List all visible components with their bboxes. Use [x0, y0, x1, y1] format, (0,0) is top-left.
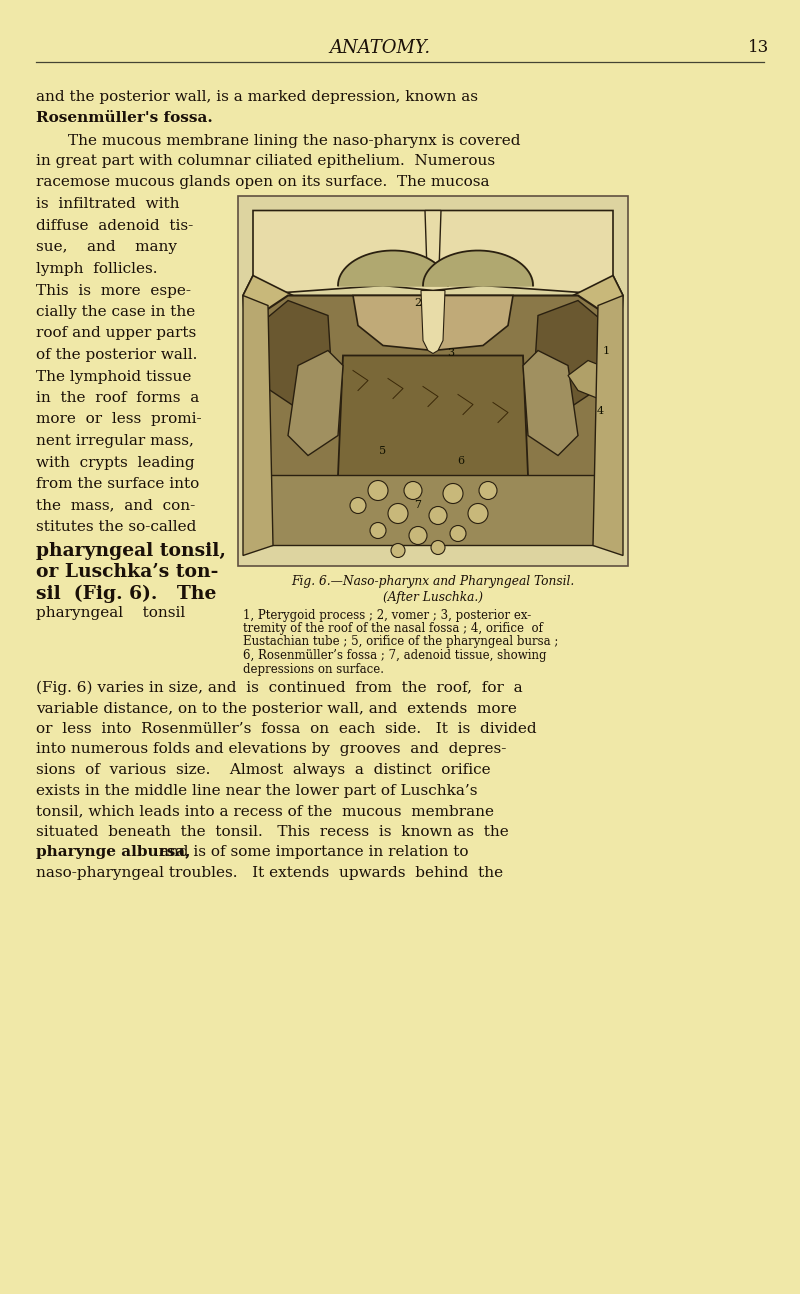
- Polygon shape: [253, 295, 613, 536]
- Text: in great part with columnar ciliated epithelium.  Numerous: in great part with columnar ciliated epi…: [36, 154, 495, 168]
- Circle shape: [350, 497, 366, 514]
- Text: the  mass,  and  con-: the mass, and con-: [36, 498, 195, 512]
- Text: 3: 3: [447, 348, 454, 358]
- Circle shape: [391, 543, 405, 558]
- Text: exists in the middle line near the lower part of Luschka’s: exists in the middle line near the lower…: [36, 783, 478, 797]
- Text: (Fig. 6) varies in size, and  is  continued  from  the  roof,  for  a: (Fig. 6) varies in size, and is continue…: [36, 681, 522, 695]
- Text: 1, Pterygoid process ; 2, vomer ; 3, posterior ex-: 1, Pterygoid process ; 2, vomer ; 3, pos…: [243, 608, 531, 621]
- Text: cially the case in the: cially the case in the: [36, 305, 195, 320]
- Polygon shape: [533, 300, 608, 405]
- Text: 6: 6: [458, 455, 465, 466]
- Text: and the posterior wall, is a marked depression, known as: and the posterior wall, is a marked depr…: [36, 91, 478, 104]
- Polygon shape: [425, 211, 441, 286]
- Text: nent irregular mass,: nent irregular mass,: [36, 433, 194, 448]
- Polygon shape: [338, 356, 528, 501]
- Circle shape: [443, 484, 463, 503]
- Text: with  crypts  leading: with crypts leading: [36, 455, 194, 470]
- Text: 2: 2: [414, 299, 422, 308]
- Polygon shape: [243, 276, 298, 415]
- Polygon shape: [523, 351, 578, 455]
- Polygon shape: [263, 475, 603, 546]
- Text: roof and upper parts: roof and upper parts: [36, 326, 196, 340]
- Text: is  infiltrated  with: is infiltrated with: [36, 198, 179, 211]
- Polygon shape: [568, 361, 618, 401]
- Circle shape: [431, 541, 445, 555]
- Text: diffuse  adenoid  tis-: diffuse adenoid tis-: [36, 219, 194, 233]
- Polygon shape: [353, 295, 513, 351]
- Circle shape: [409, 527, 427, 545]
- Polygon shape: [593, 295, 623, 555]
- Text: pharyngeal    tonsil: pharyngeal tonsil: [36, 606, 186, 620]
- Text: 1: 1: [602, 345, 610, 356]
- Polygon shape: [243, 211, 623, 295]
- Text: situated  beneath  the  tonsil.   This  recess  is  known as  the: situated beneath the tonsil. This recess…: [36, 824, 509, 839]
- Text: sue,    and    many: sue, and many: [36, 241, 177, 255]
- Text: naso-pharyngeal troubles.   It extends  upwards  behind  the: naso-pharyngeal troubles. It extends upw…: [36, 866, 503, 880]
- Text: ANATOMY.: ANATOMY.: [330, 39, 430, 57]
- Text: pharyngeal tonsil,: pharyngeal tonsil,: [36, 541, 226, 559]
- Text: or Luschka’s ton-: or Luschka’s ton-: [36, 563, 218, 581]
- Text: lymph  follicles.: lymph follicles.: [36, 261, 158, 276]
- Text: This  is  more  espe-: This is more espe-: [36, 283, 191, 298]
- Text: Rosenmüller's fossa.: Rosenmüller's fossa.: [36, 110, 213, 124]
- Circle shape: [429, 506, 447, 524]
- Circle shape: [368, 480, 388, 501]
- Text: in  the  roof  forms  a: in the roof forms a: [36, 391, 199, 405]
- Text: sil  (Fig. 6).   The: sil (Fig. 6). The: [36, 585, 216, 603]
- Text: and is of some importance in relation to: and is of some importance in relation to: [155, 845, 469, 859]
- Text: racemose mucous glands open on its surface.  The mucosa: racemose mucous glands open on its surfa…: [36, 175, 490, 189]
- Text: 13: 13: [748, 40, 770, 57]
- Text: tonsil, which leads into a recess of the  mucous  membrane: tonsil, which leads into a recess of the…: [36, 804, 494, 818]
- Text: 7: 7: [414, 501, 422, 511]
- Circle shape: [370, 523, 386, 538]
- Text: pharynge albursa,: pharynge albursa,: [36, 845, 190, 859]
- Circle shape: [404, 481, 422, 499]
- Text: depressions on surface.: depressions on surface.: [243, 663, 384, 675]
- Text: stitutes the so-called: stitutes the so-called: [36, 520, 196, 534]
- Text: The lymphoid tissue: The lymphoid tissue: [36, 370, 191, 383]
- Text: of the posterior wall.: of the posterior wall.: [36, 348, 198, 362]
- Text: sions  of  various  size.    Almost  always  a  distinct  orifice: sions of various size. Almost always a d…: [36, 763, 490, 776]
- Text: or  less  into  Rosenmüller’s  fossa  on  each  side.   It  is  divided: or less into Rosenmüller’s fossa on each…: [36, 722, 537, 736]
- Polygon shape: [243, 295, 273, 555]
- Bar: [238, 195, 628, 565]
- Text: 4: 4: [597, 405, 603, 415]
- Text: 6, Rosenmüller’s fossa ; 7, adenoid tissue, showing: 6, Rosenmüller’s fossa ; 7, adenoid tiss…: [243, 650, 546, 663]
- Text: into numerous folds and elevations by  grooves  and  depres-: into numerous folds and elevations by gr…: [36, 743, 506, 757]
- Polygon shape: [421, 290, 445, 353]
- Text: variable distance, on to the posterior wall, and  extends  more: variable distance, on to the posterior w…: [36, 701, 517, 716]
- Polygon shape: [258, 300, 333, 405]
- Text: from the surface into: from the surface into: [36, 477, 199, 490]
- Text: tremity of the roof of the nasal fossa ; 4, orifice  of: tremity of the roof of the nasal fossa ;…: [243, 622, 543, 635]
- Circle shape: [479, 481, 497, 499]
- Polygon shape: [568, 276, 623, 415]
- Text: Fig. 6.—Naso-pharynx and Pharyngeal Tonsil.: Fig. 6.—Naso-pharynx and Pharyngeal Tons…: [291, 576, 574, 589]
- Text: Eustachian tube ; 5, orifice of the pharyngeal bursa ;: Eustachian tube ; 5, orifice of the phar…: [243, 635, 558, 648]
- Circle shape: [468, 503, 488, 524]
- Text: 5: 5: [379, 445, 386, 455]
- Circle shape: [388, 503, 408, 524]
- Text: The mucous membrane lining the naso-pharynx is covered: The mucous membrane lining the naso-phar…: [68, 135, 521, 148]
- Text: more  or  less  promi-: more or less promi-: [36, 413, 202, 427]
- Text: (After Luschka.): (After Luschka.): [383, 590, 483, 603]
- Polygon shape: [288, 351, 343, 455]
- Circle shape: [450, 525, 466, 541]
